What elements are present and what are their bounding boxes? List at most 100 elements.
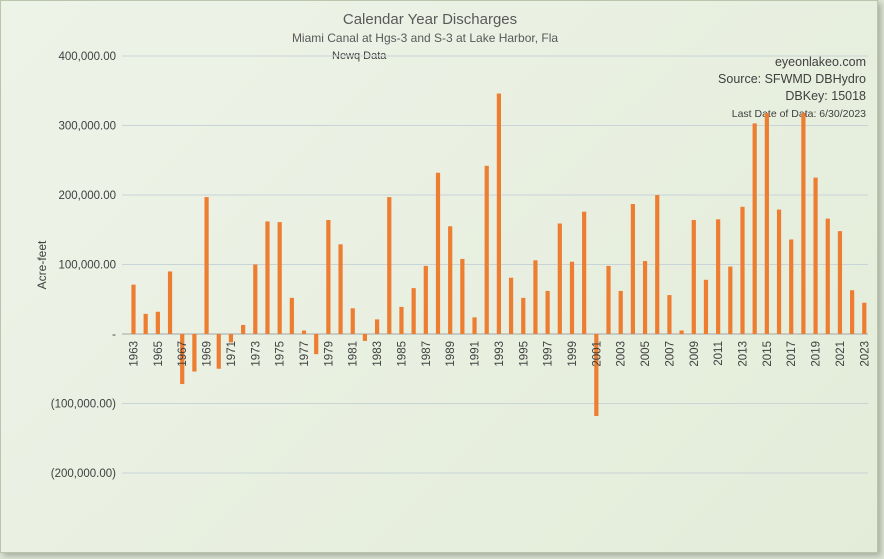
- bar-1998: [557, 223, 562, 334]
- bar-1980: [338, 244, 343, 334]
- x-tick-label: 1999: [567, 341, 579, 367]
- source-agency: Source: SFWMD DBHydro: [718, 72, 866, 86]
- bar-1996: [533, 260, 538, 334]
- x-tick-label: 2019: [811, 341, 823, 367]
- bar-1969: [204, 197, 209, 334]
- y-axis-label: Acre-feet: [35, 240, 49, 289]
- y-tick-label: 100,000.00: [58, 260, 116, 272]
- bar-2010: [703, 279, 709, 334]
- x-tick-label: 1979: [323, 341, 335, 367]
- chart-subtitle: Miami Canal at Hgs-3 and S-3 at Lake Har…: [292, 31, 558, 45]
- x-tick-label: 1969: [202, 341, 214, 367]
- bar-1974: [265, 221, 270, 334]
- bar-2000: [582, 211, 587, 334]
- bar-2001: [594, 334, 599, 417]
- bar-1993: [496, 93, 501, 334]
- x-tick-label: 2021: [835, 341, 847, 367]
- bar-2013: [740, 206, 745, 334]
- bar-series: [131, 93, 867, 417]
- bar-1975: [277, 222, 282, 334]
- bar-2016: [776, 209, 782, 334]
- bar-2004: [630, 204, 635, 334]
- bar-1967: [180, 334, 185, 385]
- bar-1964: [143, 313, 148, 334]
- bar-2015: [764, 112, 769, 335]
- x-tick-label: 2017: [786, 341, 798, 367]
- bar-2014: [752, 123, 757, 334]
- x-tick-label: 2005: [640, 341, 652, 367]
- y-axis-ticks: 400,000.00 300,000.00 200,000.00 100,000.00…: [51, 51, 116, 480]
- y-tick-label: 200,000.00: [58, 190, 116, 202]
- x-tick-label: 1985: [396, 341, 408, 367]
- x-tick-label: 1987: [421, 341, 433, 367]
- x-tick-label: 1973: [250, 341, 262, 367]
- y-tick-label: (100,000.00): [51, 399, 116, 411]
- bar-1997: [545, 290, 550, 334]
- bar-2008: [679, 330, 684, 334]
- x-tick-label: 1965: [153, 341, 165, 367]
- bar-2020: [825, 218, 830, 334]
- bar-1984: [387, 197, 392, 334]
- bar-2006: [655, 195, 660, 334]
- y-tick-label: -: [112, 329, 116, 341]
- bar-1976: [289, 297, 294, 334]
- bar-2009: [691, 220, 696, 334]
- y-tick-label: 400,000.00: [58, 51, 116, 63]
- bar-1986: [411, 288, 416, 334]
- bar-2022: [850, 290, 855, 334]
- bar-1963: [131, 284, 136, 334]
- x-tick-label: 1975: [275, 341, 287, 367]
- bar-2007: [667, 295, 672, 334]
- x-tick-label: 1991: [470, 341, 482, 367]
- bar-1994: [508, 277, 514, 334]
- bar-2012: [728, 266, 733, 334]
- x-tick-label: 2009: [689, 341, 701, 367]
- x-tick-label: 1963: [129, 341, 141, 367]
- bar-2019: [813, 177, 818, 334]
- chart-title: Calendar Year Discharges: [343, 11, 517, 28]
- y-tick-label: 300,000.00: [58, 121, 116, 133]
- bar-1990: [460, 258, 465, 334]
- source-dbkey: DBKey: 15018: [785, 89, 866, 103]
- x-tick-label: 2015: [762, 341, 774, 367]
- x-tick-label: 1997: [543, 341, 555, 367]
- bar-2003: [618, 290, 623, 334]
- bar-1983: [375, 319, 380, 334]
- bar-1968: [192, 334, 197, 372]
- bar-1992: [484, 165, 489, 334]
- x-tick-label: 1995: [518, 341, 530, 367]
- bar-2021: [837, 231, 843, 334]
- x-tick-label: 1971: [226, 341, 238, 367]
- bar-1977: [301, 330, 307, 334]
- bar-1999: [569, 261, 575, 334]
- bar-1966: [167, 271, 173, 334]
- bar-1985: [399, 306, 404, 334]
- bar-2018: [801, 112, 806, 335]
- bar-1970: [216, 334, 221, 369]
- x-tick-label: 2013: [738, 341, 750, 367]
- bar-1982: [362, 334, 368, 341]
- x-tick-label: 1981: [348, 341, 360, 367]
- bar-1989: [448, 226, 453, 334]
- bar-2011: [716, 219, 721, 334]
- bar-1991: [472, 317, 477, 334]
- bar-1971: [228, 334, 234, 343]
- bar-1995: [521, 297, 526, 334]
- x-tick-label: 1977: [299, 341, 311, 367]
- x-tick-label: 1983: [372, 341, 384, 367]
- bar-2002: [606, 265, 611, 334]
- x-axis-ticks: 1963 1965 1967 1969 1971 1973 1975 1977 1979 1981…: [129, 341, 872, 367]
- source-last-date: Last Date of Data: 6/30/2023: [732, 108, 866, 120]
- bar-2017: [789, 239, 794, 334]
- x-tick-label: 1989: [445, 341, 457, 367]
- bar-1972: [241, 324, 246, 334]
- bar-1978: [314, 334, 319, 355]
- bar-1988: [435, 172, 441, 334]
- bar-2005: [642, 261, 648, 334]
- bar-1987: [423, 265, 428, 334]
- x-tick-label: 1967: [177, 341, 189, 367]
- x-tick-label: 2011: [713, 341, 725, 366]
- x-tick-label: 2001: [591, 341, 603, 367]
- bar-1981: [350, 308, 355, 334]
